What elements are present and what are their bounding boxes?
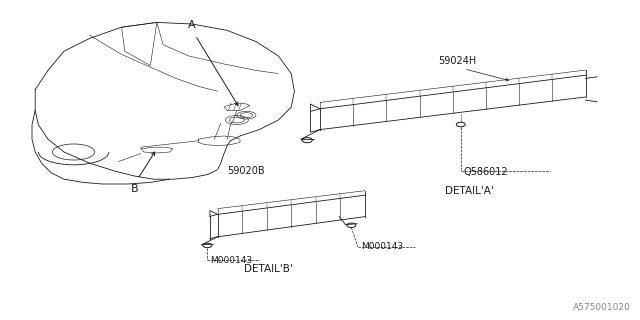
Text: Q586012: Q586012 <box>464 167 509 177</box>
Text: M000143: M000143 <box>361 242 403 251</box>
Text: B: B <box>131 184 138 194</box>
Text: 59024H: 59024H <box>438 56 477 66</box>
Text: M000143: M000143 <box>211 256 253 265</box>
Text: A: A <box>188 20 196 30</box>
Text: A575001020: A575001020 <box>573 303 630 312</box>
Text: DETAIL'B': DETAIL'B' <box>244 264 293 274</box>
Text: 59020B: 59020B <box>227 166 265 176</box>
Text: DETAIL'A': DETAIL'A' <box>445 186 493 196</box>
